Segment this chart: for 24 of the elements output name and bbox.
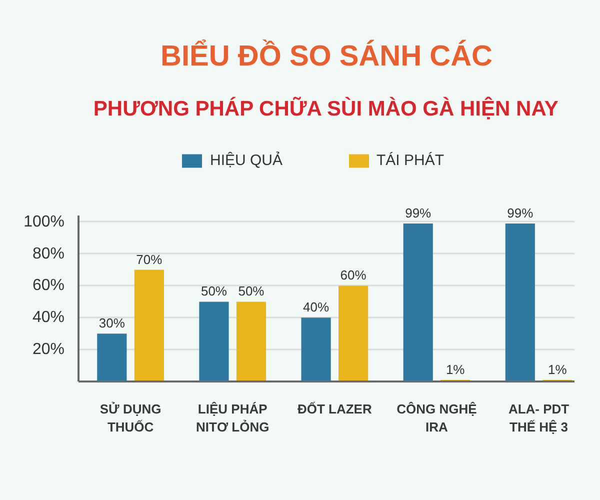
legend-label: HIỆU QUẢ: [210, 152, 283, 169]
data-label: 1%: [446, 362, 466, 377]
y-tick-label: 60%: [32, 277, 65, 294]
data-label: 50%: [238, 284, 265, 299]
data-label: 70%: [136, 252, 163, 267]
y-tick-label: 40%: [32, 309, 65, 326]
data-label: 30%: [98, 316, 126, 331]
y-tick-label: 20%: [32, 341, 65, 358]
chart-title: BIỂU ĐỒ SO SÁNH CÁC: [160, 40, 493, 72]
data-label: 99%: [507, 205, 534, 220]
data-label: 40%: [303, 300, 330, 315]
data-label: 60%: [340, 268, 367, 283]
y-tick-label: 80%: [32, 245, 65, 262]
x-tick-label: LIỆU PHÁP NITƠ LỎNG: [196, 402, 270, 434]
legend-label: TÁI PHÁT: [376, 152, 444, 169]
x-tick-label: SỬ DỤNG THUỐC: [100, 402, 162, 434]
data-label: 1%: [548, 362, 568, 377]
data-label: 99%: [405, 205, 432, 220]
data-label: 50%: [200, 284, 228, 299]
y-tick-label: 100%: [24, 213, 64, 230]
x-tick-label: ĐỐT LAZER: [297, 402, 372, 416]
x-tick-label: ALA- PDT THẾ HỆ 3: [508, 402, 570, 434]
chart-subtitle: PHƯƠNG PHÁP CHỮA SÙI MÀO GÀ HIỆN NAY: [93, 96, 558, 120]
x-tick-label: CÔNG NGHỆ IRA: [396, 402, 478, 434]
